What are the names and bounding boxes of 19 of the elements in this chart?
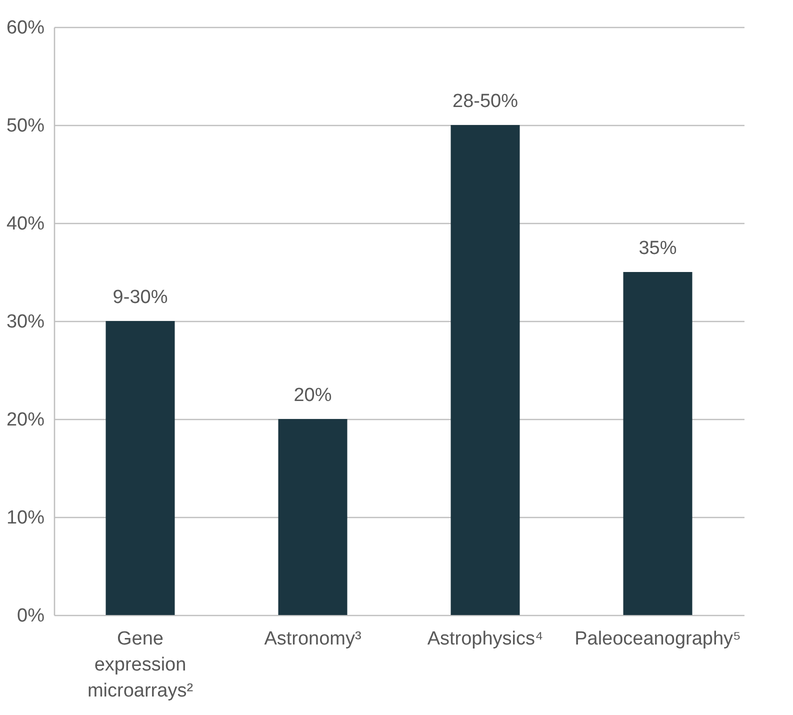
y-tick-label: 40%: [6, 214, 45, 234]
bar: [106, 321, 175, 615]
y-tick-label: 0%: [17, 606, 45, 626]
bar: [623, 272, 692, 615]
x-tick-label: Astrophysics⁴: [427, 628, 544, 650]
bar: [450, 125, 520, 615]
bar: [278, 419, 348, 615]
annotation: 28-50%: [452, 91, 518, 112]
annotation: 20%: [294, 385, 332, 406]
x-tick-label: Gene expression microarrays²: [87, 628, 194, 702]
x-tick-label: Astronomy³: [264, 628, 362, 650]
y-tick-label: 10%: [6, 508, 45, 528]
x-tick-label: Paleoceanography⁵: [574, 628, 741, 650]
y-tick-label: 60%: [6, 18, 45, 38]
y-tick-label: 50%: [6, 116, 45, 136]
annotation: 35%: [638, 238, 677, 259]
y-tick-label: 20%: [6, 410, 45, 430]
y-tick-label: 30%: [6, 312, 45, 332]
annotation: 9-30%: [112, 287, 168, 308]
